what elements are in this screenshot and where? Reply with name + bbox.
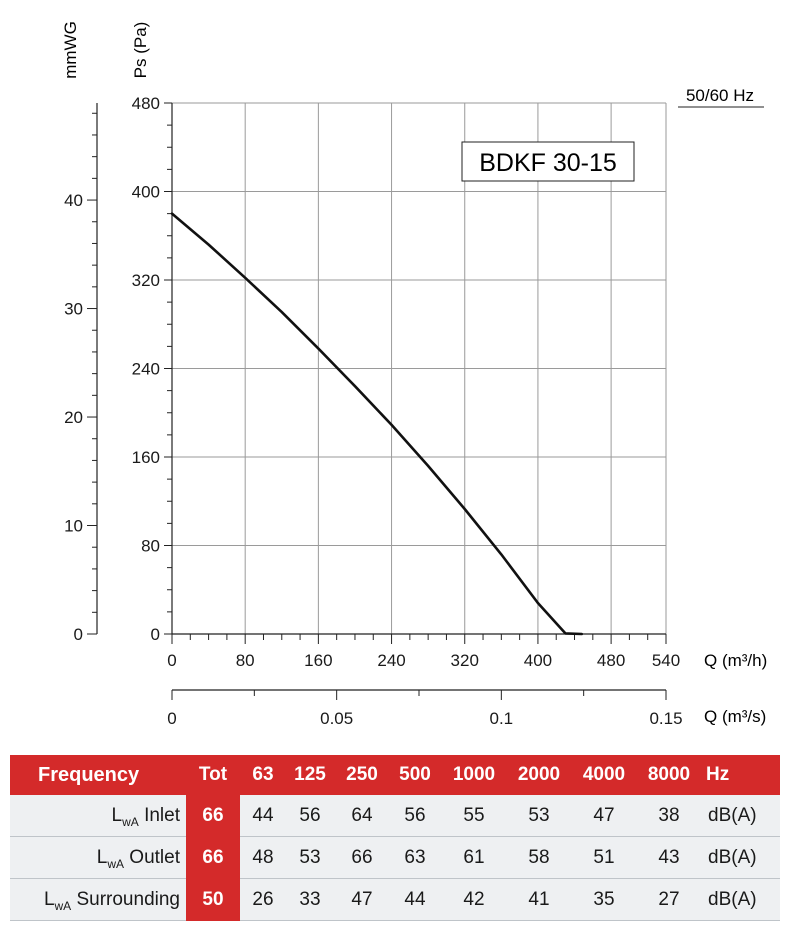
row-label-name: Outlet — [129, 846, 180, 868]
x-tick-label: 320 — [451, 651, 479, 670]
table-cell: 26 — [240, 878, 286, 921]
y-tick-label: 160 — [132, 448, 160, 467]
table-cell: 33 — [286, 878, 334, 921]
x2-axis-label: Q (m³/s) — [704, 707, 766, 726]
frequency-label: 50/60 Hz — [686, 86, 754, 105]
sound-power-table: Frequency Tot 63 125 250 500 1000 2000 4… — [10, 755, 780, 921]
y-tick-label: 320 — [132, 271, 160, 290]
x2-tick-label: 0.05 — [320, 709, 353, 728]
band-header: 2000 — [508, 755, 570, 795]
y-tick-label: 400 — [132, 183, 160, 202]
x-tick-label: 480 — [597, 651, 625, 670]
frequency-header: Frequency — [10, 755, 186, 795]
x2-tick-label: 0.1 — [490, 709, 514, 728]
table-cell: 44 — [390, 878, 440, 921]
table-cell: 53 — [286, 836, 334, 879]
band-header: 8000 — [638, 755, 700, 795]
table-row-surrounding: LwA Surrounding 50 26 33 47 44 42 41 35 … — [10, 878, 780, 921]
band-header: 1000 — [440, 755, 508, 795]
band-header: 4000 — [570, 755, 638, 795]
row-label-name: Inlet — [144, 804, 180, 826]
performance-curve — [170, 212, 584, 636]
table-cell: 38 — [638, 795, 700, 837]
y-axis-label: Ps (Pa) — [131, 22, 150, 79]
y-tick-label: 0 — [151, 625, 160, 644]
table-cell: 55 — [440, 795, 508, 837]
x-tick-label: 240 — [377, 651, 405, 670]
table-cell: 43 — [638, 836, 700, 879]
table-cell: 66 — [334, 836, 390, 879]
row-total: 66 — [186, 795, 240, 837]
table-cell: 56 — [286, 795, 334, 837]
grid-lines — [171, 102, 667, 635]
row-total: 50 — [186, 878, 240, 921]
table-cell: 47 — [334, 878, 390, 921]
row-label-prefix: L — [43, 888, 55, 910]
tot-header: Tot — [186, 755, 240, 795]
y-tick-label: 480 — [132, 94, 160, 113]
model-title-box — [461, 141, 635, 182]
unit-header: Hz — [700, 755, 780, 795]
table-header-row: Frequency Tot 63 125 250 500 1000 2000 4… — [10, 755, 780, 795]
model-title: BDKF 30-15 — [479, 149, 617, 177]
table-cell: 51 — [570, 836, 638, 879]
table-row-outlet: LwA Outlet 66 48 53 66 63 61 58 51 43 dB… — [10, 836, 780, 879]
table-cell: 63 — [390, 836, 440, 879]
x-tick-label: 540 — [652, 651, 680, 670]
row-unit: dB(A) — [700, 836, 780, 879]
table-cell: 47 — [570, 795, 638, 837]
x-tick-label: 80 — [236, 651, 255, 670]
table-cell: 42 — [440, 878, 508, 921]
y-far-tick-label: 0 — [74, 625, 83, 644]
row-label-name: Surrounding — [76, 888, 180, 910]
row-unit: dB(A) — [700, 878, 780, 921]
y-tick-label: 80 — [141, 537, 160, 556]
row-label-prefix: L — [111, 804, 123, 826]
table-cell: 35 — [570, 878, 638, 921]
table-cell: 53 — [508, 795, 570, 837]
row-label-subscript: wA — [107, 856, 125, 871]
y-far-tick-label: 40 — [64, 191, 83, 210]
y-tick-label: 240 — [132, 360, 160, 379]
row-label-subscript: wA — [54, 898, 72, 913]
table-cell: 64 — [334, 795, 390, 837]
row-unit: dB(A) — [700, 795, 780, 837]
x-tick-label: 400 — [524, 651, 552, 670]
row-label-prefix: L — [96, 846, 108, 868]
row-label: LwA Inlet — [10, 795, 186, 837]
y-far-axis-label: mmWG — [61, 21, 80, 79]
y-far-tick-label: 20 — [64, 408, 83, 427]
band-header: 250 — [334, 755, 390, 795]
x2-tick-label: 0 — [167, 709, 176, 728]
table-cell: 27 — [638, 878, 700, 921]
row-total: 66 — [186, 836, 240, 879]
x-tick-label: 160 — [304, 651, 332, 670]
row-label: LwA Surrounding — [10, 878, 186, 921]
table-row-inlet: LwA Inlet 66 44 56 64 56 55 53 47 38 dB(… — [10, 795, 780, 837]
row-label-subscript: wA — [122, 814, 139, 829]
x-tick-label: 0 — [167, 651, 176, 670]
curve-layer — [170, 212, 584, 636]
row-label: LwA Outlet — [10, 836, 186, 879]
table-cell: 58 — [508, 836, 570, 879]
table-cell: 61 — [440, 836, 508, 879]
table-cell: 41 — [508, 878, 570, 921]
table-cell: 56 — [390, 795, 440, 837]
table-cell: 44 — [240, 795, 286, 837]
x-axis-label: Q (m³/h) — [704, 651, 767, 670]
y-far-tick-label: 30 — [64, 300, 83, 319]
y-far-tick-label: 10 — [64, 517, 83, 536]
table-cell: 48 — [240, 836, 286, 879]
band-header: 63 — [240, 755, 286, 795]
x2-tick-label: 0.15 — [649, 709, 682, 728]
band-header: 500 — [390, 755, 440, 795]
band-header: 125 — [286, 755, 334, 795]
